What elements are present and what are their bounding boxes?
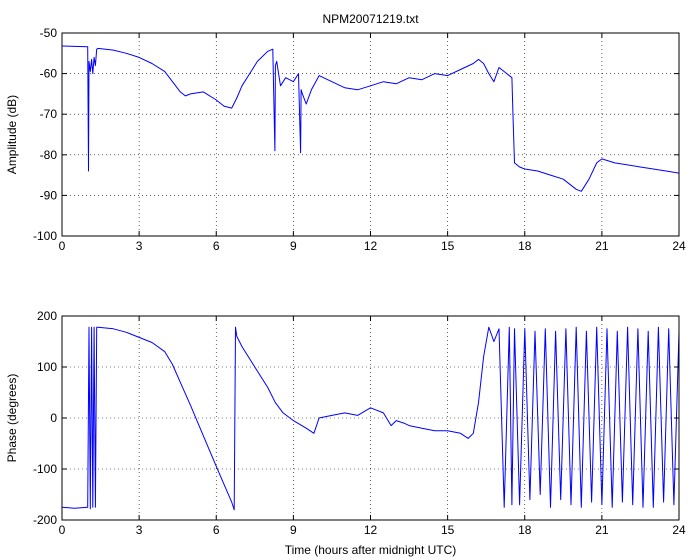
chart-title: NPM20071219.txt (322, 12, 419, 26)
x-tick-label: 3 (136, 523, 143, 537)
y-tick-label: -60 (40, 67, 58, 81)
y-tick-label: 100 (37, 360, 57, 374)
x-axis-label: Time (hours after midnight UTC) (285, 543, 457, 557)
amplitude-plot: 0 3 6 9 12 15 18 21 24 -100 -90 -80 -70 -60 -50 NPM2007… (5, 12, 686, 253)
x-tick-label: 24 (672, 523, 686, 537)
y-tick-label: -100 (33, 462, 57, 476)
series-line (61, 45, 680, 192)
y-tick-label: -200 (33, 513, 57, 527)
x-tick-label: 0 (59, 239, 66, 253)
y-tick-label: 200 (37, 309, 57, 323)
x-tick-label: 18 (518, 523, 532, 537)
y-tick-label: -100 (33, 229, 57, 243)
x-tick-label: 12 (364, 239, 378, 253)
x-tick-label: 18 (518, 239, 532, 253)
y-tick-label: -70 (40, 107, 58, 121)
x-tick-label: 6 (213, 239, 220, 253)
x-tick-label: 15 (441, 523, 455, 537)
x-tick-label: 15 (441, 239, 455, 253)
y-axis-label: Phase (degrees) (5, 374, 19, 463)
series-line (61, 326, 680, 511)
x-tick-label: 0 (59, 523, 66, 537)
x-tick-label: 12 (364, 523, 378, 537)
y-tick-label: -50 (40, 26, 58, 40)
x-tick-label: 3 (136, 239, 143, 253)
y-tick-label: -80 (40, 148, 58, 162)
x-tick-label: 24 (672, 239, 686, 253)
x-tick-label: 9 (290, 239, 297, 253)
x-tick-label: 21 (595, 523, 609, 537)
y-axis-label: Amplitude (dB) (5, 95, 19, 174)
x-tick-label: 21 (595, 239, 609, 253)
x-tick-label: 6 (213, 523, 220, 537)
x-tick-label: 9 (290, 523, 297, 537)
y-tick-label: -90 (40, 188, 58, 202)
y-tick-label: 0 (50, 411, 57, 425)
phase-plot: 0 3 6 9 12 15 18 21 24 -200 -100 0 100 200 Phase (degr… (5, 309, 686, 557)
